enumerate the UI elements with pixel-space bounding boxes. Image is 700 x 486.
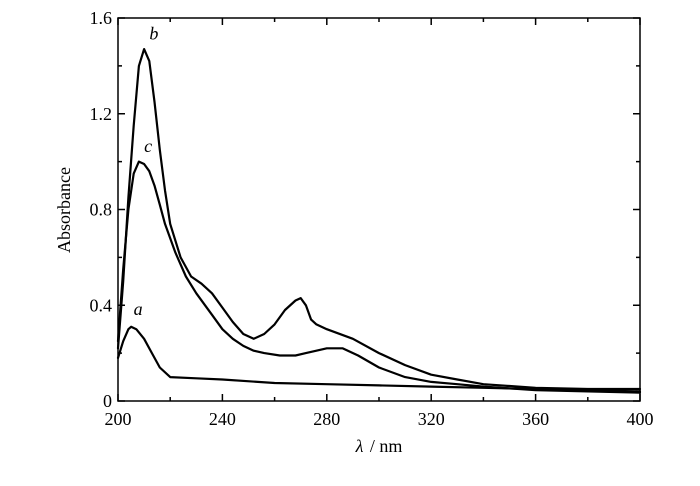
x-axis-symbol: λ: [355, 436, 364, 456]
x-axis-unit: / nm: [370, 436, 403, 456]
series-label-c: c: [144, 136, 152, 156]
x-tick-label: 320: [418, 409, 445, 429]
series-line-c: [116, 160, 642, 394]
series-group: [116, 48, 642, 394]
series-line-a: [116, 325, 642, 393]
x-tick-label: 360: [522, 409, 549, 429]
y-tick-label: 0.8: [90, 200, 113, 220]
y-tick-label: 0: [103, 391, 112, 411]
y-tick-label: 1.6: [90, 8, 113, 28]
curve-labels: a b c: [134, 24, 159, 319]
series-label-a: a: [134, 299, 143, 319]
x-axis: 200 240 280 320 360 400: [105, 18, 654, 429]
x-tick-label: 280: [313, 409, 340, 429]
series-label-b: b: [149, 24, 158, 44]
x-tick-label: 240: [209, 409, 236, 429]
plot-frame: [117, 17, 641, 402]
y-axis: 0 0.4 0.8 1.2 1.6: [90, 8, 640, 411]
y-axis-title: Absorbance: [54, 167, 74, 253]
y-tick-label: 1.2: [90, 104, 113, 124]
y-tick-label: 0.4: [90, 295, 113, 315]
x-tick-label: 400: [627, 409, 654, 429]
x-tick-label: 200: [105, 409, 132, 429]
series-line-b: [116, 48, 642, 391]
x-axis-title: λ / nm: [355, 436, 403, 456]
